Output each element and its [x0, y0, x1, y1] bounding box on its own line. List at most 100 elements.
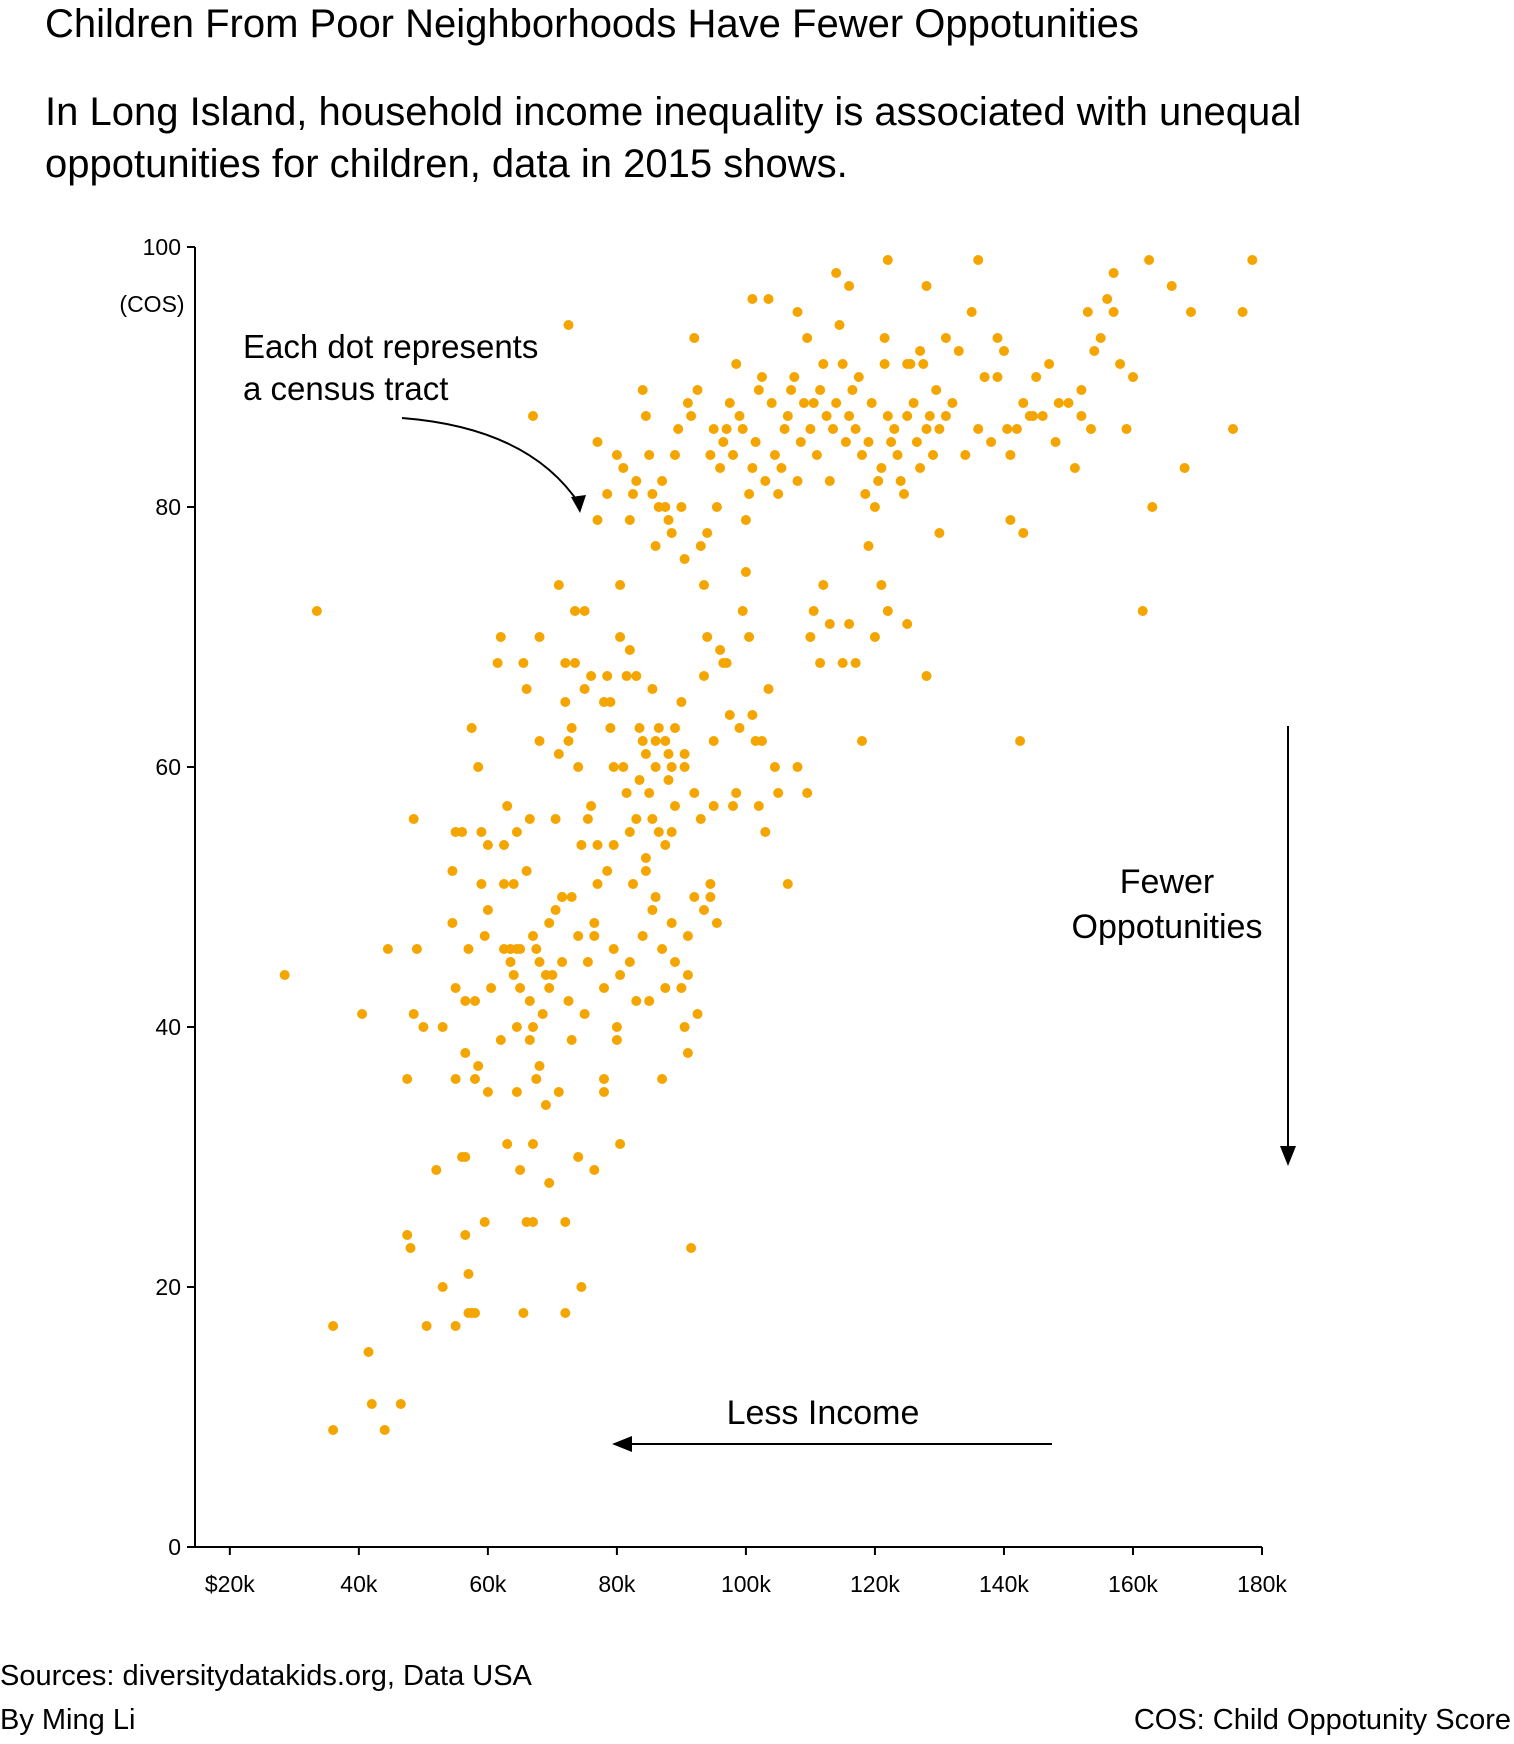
census-tract-dot [618, 463, 629, 473]
census-tract-dot [640, 411, 651, 421]
census-tract-dot [550, 905, 561, 915]
census-tract-dot [1228, 424, 1238, 434]
census-tract-dot [844, 411, 855, 421]
census-tract-dot [711, 502, 722, 512]
census-tract-dot [899, 489, 909, 499]
census-tract-dot [670, 723, 680, 733]
census-tract-dot [1031, 372, 1042, 382]
census-tract-dot [999, 346, 1009, 356]
census-tract-dot [624, 515, 635, 525]
census-tract-dot [786, 385, 797, 395]
census-tract-dot [486, 983, 497, 993]
census-tract-dot [495, 1035, 506, 1045]
census-tract-dot [644, 450, 655, 460]
census-tract-dot [534, 736, 545, 746]
census-tract-dot [840, 437, 851, 447]
census-tract-dot [553, 749, 564, 759]
census-tract-dot [1069, 463, 1080, 473]
census-tract-dot [779, 424, 790, 434]
census-tract-dot [847, 385, 858, 395]
census-tract-dot [711, 918, 722, 928]
census-tract-dot [705, 879, 716, 889]
census-tract-dot [824, 476, 835, 486]
census-tract-dot [1147, 502, 1158, 512]
census-tract-dot [715, 463, 726, 473]
census-tract-dot [611, 450, 622, 460]
census-tract-dot [592, 515, 603, 525]
census-tract-dot [534, 957, 545, 967]
census-tract-dot [744, 489, 755, 499]
census-tract-dot [570, 658, 580, 668]
census-tract-dot [563, 320, 574, 330]
census-tract-dot [837, 658, 848, 668]
census-tract-dot [547, 970, 558, 980]
census-tract-dot [515, 1165, 526, 1175]
census-tract-dot [934, 424, 945, 434]
census-tract-dot [776, 463, 787, 473]
census-tract-dot [660, 502, 671, 512]
census-tract-dot [470, 1074, 480, 1084]
y-tick-label: 0 [168, 1534, 181, 1560]
census-tract-dot [863, 437, 874, 447]
census-tract-dot [876, 580, 887, 590]
census-tract-dot [566, 892, 577, 902]
x-tick-label: 120k [850, 1571, 900, 1597]
census-tract-dot [666, 918, 677, 928]
census-tract-dot [799, 398, 809, 408]
census-tract-dot [699, 580, 709, 590]
census-tract-dot [631, 996, 642, 1006]
census-tract-dot [560, 1217, 571, 1227]
census-tract-dot [366, 1399, 377, 1409]
census-tract-dot [792, 476, 803, 486]
census-tract-dot [470, 996, 480, 1006]
census-tract-dot [599, 983, 609, 993]
census-tract-dot [802, 788, 813, 798]
census-tract-dot [482, 1087, 493, 1097]
census-tract-dot [747, 710, 758, 720]
census-tract-dot [450, 827, 461, 837]
census-tract-dot [1002, 424, 1013, 434]
census-tract-dot [431, 1165, 442, 1175]
census-tract-dot [773, 788, 784, 798]
census-tract-dot [605, 697, 616, 707]
census-tract-dot [634, 723, 645, 733]
census-tract-dot [589, 918, 600, 928]
dot-annotation-arrowhead [571, 495, 586, 513]
census-tract-dot [686, 1243, 697, 1253]
census-tract-dot [631, 476, 642, 486]
census-tract-dot [615, 1139, 626, 1149]
census-tract-dot [1128, 372, 1138, 382]
census-tract-dot [511, 827, 522, 837]
census-tract-dot [631, 814, 642, 824]
census-tract-dot [311, 606, 322, 616]
census-tract-dot [634, 775, 645, 785]
census-tract-dot [769, 762, 780, 772]
census-tract-dot [1063, 398, 1074, 408]
census-tract-dot [602, 671, 613, 681]
census-tract-dot [573, 931, 584, 941]
census-tract-dot [615, 632, 626, 642]
x-tick-label: $20k [205, 1571, 255, 1597]
census-tract-dot [902, 619, 913, 629]
census-tract-dot [521, 684, 532, 694]
census-tract-dot [599, 1074, 609, 1084]
census-tract-dot [450, 983, 461, 993]
census-tract-dot [402, 1230, 413, 1240]
census-tract-dot [737, 606, 748, 616]
census-tract-dot [650, 736, 661, 746]
census-tract-dot [563, 996, 574, 1006]
census-tract-dot [515, 983, 526, 993]
census-tract-dot [1086, 424, 1096, 434]
census-tract-dot [621, 788, 632, 798]
census-tract-dot [992, 333, 1003, 343]
census-tract-dot [824, 619, 835, 629]
census-tract-dot [479, 1217, 490, 1227]
census-tract-dot [460, 996, 471, 1006]
census-tract-dot [934, 528, 945, 538]
census-tract-dot [808, 606, 819, 616]
census-tract-dot [1011, 424, 1022, 434]
census-tract-dot [670, 957, 680, 967]
census-tract-dot [1247, 255, 1258, 265]
census-tract-dot [647, 905, 658, 915]
census-tract-dot [644, 788, 655, 798]
